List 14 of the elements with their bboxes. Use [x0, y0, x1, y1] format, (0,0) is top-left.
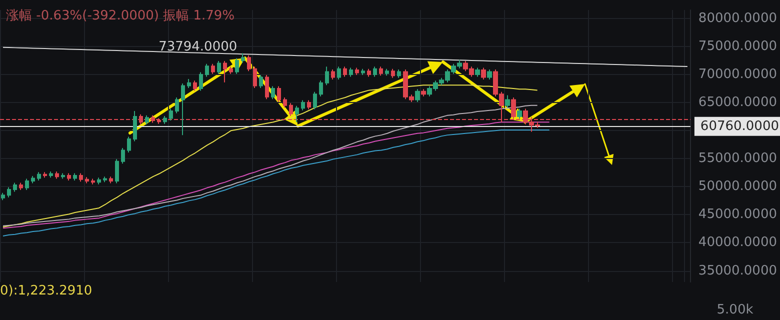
y-tick-label: 35000.0000 [698, 263, 778, 278]
ref-line-label: 60760.0000 [700, 118, 780, 134]
y-tick-label: 45000.0000 [698, 207, 778, 222]
y-tick-label: 65000.0000 [698, 95, 778, 110]
annotation: 73794.0000 [158, 40, 238, 55]
y-tick-label: 55000.0000 [698, 151, 778, 166]
y-tick-label: 75000.0000 [698, 38, 778, 54]
y-tick-label: 70000.0000 [698, 66, 778, 82]
y-tick-label: 50000.0000 [698, 179, 778, 194]
y-tick-label: 40000.0000 [698, 235, 778, 250]
text: 5.00k [716, 302, 754, 318]
text: 0):1,223.2910 [0, 284, 92, 298]
y-tick-label: 80000.0000 [698, 10, 778, 26]
annotation: 涨幅 -0.63%(-392.0000) 振幅 1.79% [6, 8, 235, 24]
